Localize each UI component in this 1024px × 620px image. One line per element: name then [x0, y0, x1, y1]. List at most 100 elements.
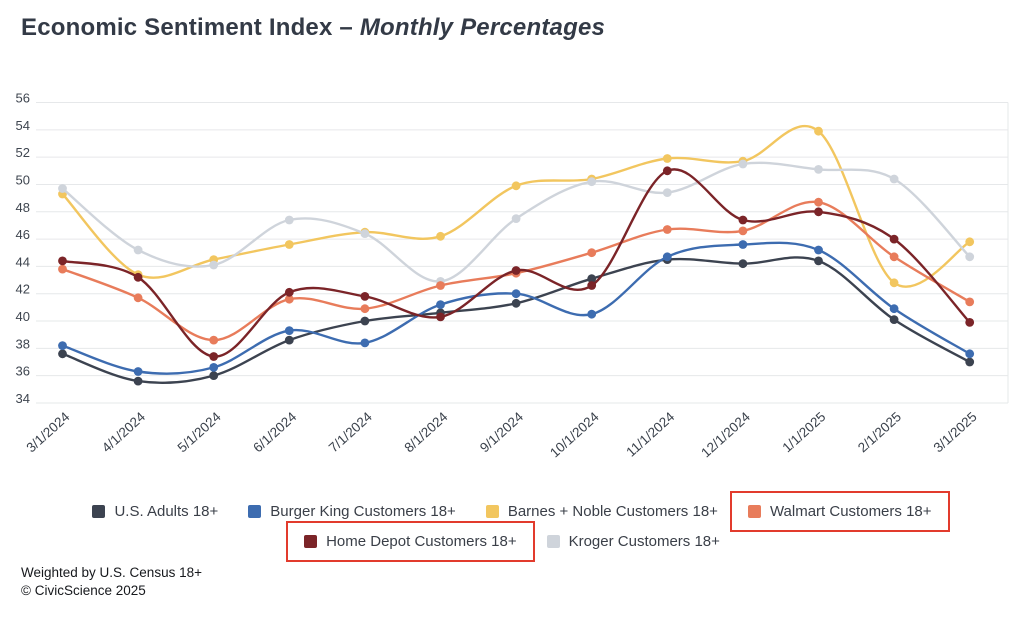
data-point-home-depot-10-1-2024 [587, 281, 597, 290]
data-point-burger-king-4-1-2024 [133, 367, 143, 376]
data-point-kroger-3-1-2024 [58, 184, 67, 193]
data-point-home-depot-7-1-2024 [360, 292, 370, 301]
legend-label: Home Depot Customers 18+ [326, 533, 517, 550]
data-point-burger-king-10-1-2024 [587, 309, 597, 319]
legend-item-barnes-noble: Barnes + Noble Customers 18+ [485, 503, 718, 520]
data-point-kroger-12-1-2024 [738, 159, 748, 169]
data-point-us-adults-3-1-2025 [965, 357, 975, 367]
legend-label: Burger King Customers 18+ [270, 503, 456, 520]
legend-item-home-depot: Home Depot Customers 18+ [286, 521, 535, 562]
y-tick-label: 42 [16, 282, 30, 297]
data-point-walmart-10-1-2024 [587, 248, 597, 258]
legend-item-kroger: Kroger Customers 18+ [546, 533, 720, 550]
x-tick-label: 4/1/2024 [99, 409, 148, 456]
data-point-walmart-1-1-2025 [814, 197, 823, 207]
data-point-us-adults-5-1-2024 [209, 371, 219, 380]
y-tick-label: 52 [16, 145, 30, 160]
legend-swatch-icon [546, 535, 560, 548]
page-title-main: Economic Sentiment Index [21, 14, 333, 41]
series-line-barnes-noble [61, 124, 971, 288]
data-point-home-depot-9-1-2024 [511, 266, 521, 275]
data-point-burger-king-7-1-2024 [360, 338, 370, 348]
y-tick-label: 50 [16, 172, 30, 187]
data-point-burger-king-3-1-2024 [58, 341, 67, 350]
data-point-walmart-4-1-2024 [133, 293, 143, 303]
data-point-home-depot-2-1-2025 [889, 234, 899, 244]
data-point-kroger-7-1-2024 [360, 229, 370, 239]
page-title: Economic Sentiment Index – Monthly Perce… [21, 14, 605, 42]
chart-legend: U.S. Adults 18+ Burger King Customers 18+… [0, 491, 1024, 562]
data-point-burger-king-1-1-2025 [814, 245, 823, 255]
data-point-home-depot-1-1-2025 [814, 207, 823, 217]
data-point-burger-king-11-1-2024 [662, 252, 672, 262]
data-point-barnes-noble-6-1-2024 [284, 240, 294, 249]
footnote-copyright: © CivicScience 2025 [21, 583, 146, 599]
data-point-home-depot-5-1-2024 [209, 352, 219, 361]
y-tick-label: 56 [16, 91, 30, 106]
data-point-us-adults-1-1-2025 [814, 256, 823, 266]
legend-swatch-icon [248, 505, 262, 518]
legend-swatch-icon [747, 505, 761, 518]
data-point-us-adults-7-1-2024 [360, 316, 370, 326]
data-point-burger-king-8-1-2024 [436, 300, 445, 309]
y-tick-label: 54 [16, 118, 30, 133]
x-tick-label: 1/1/2025 [779, 409, 828, 455]
data-point-us-adults-9-1-2024 [511, 298, 521, 308]
data-point-home-depot-8-1-2024 [436, 312, 445, 322]
x-tick-label: 2/1/2025 [855, 409, 904, 455]
data-point-kroger-9-1-2024 [511, 214, 521, 224]
data-point-barnes-noble-3-1-2025 [965, 237, 975, 247]
data-point-burger-king-3-1-2025 [965, 349, 975, 359]
data-point-us-adults-6-1-2024 [284, 335, 294, 345]
legend-row: U.S. Adults 18+ Burger King Customers 18+… [92, 491, 950, 532]
x-tick-label: 5/1/2024 [175, 409, 224, 456]
data-point-walmart-5-1-2024 [209, 335, 219, 345]
data-point-kroger-5-1-2024 [209, 260, 219, 270]
data-point-home-depot-3-1-2024 [58, 256, 67, 266]
data-point-us-adults-2-1-2025 [889, 315, 899, 324]
data-point-home-depot-3-1-2025 [965, 318, 975, 327]
y-tick-label: 48 [16, 200, 30, 215]
data-point-walmart-3-1-2025 [965, 297, 975, 307]
legend-label: U.S. Adults 18+ [114, 503, 219, 520]
legend-item-burger-king: Burger King Customers 18+ [248, 503, 456, 520]
x-tick-label: 9/1/2024 [477, 409, 526, 456]
data-point-home-depot-6-1-2024 [284, 287, 294, 297]
data-point-walmart-11-1-2024 [662, 225, 672, 234]
chart-footnote: Weighted by U.S. Census 18+ © CivicScien… [21, 564, 202, 600]
data-point-barnes-noble-9-1-2024 [511, 181, 521, 191]
footnote-weighting: Weighted by U.S. Census 18+ [21, 565, 202, 580]
data-point-burger-king-2-1-2025 [889, 304, 899, 314]
y-tick-label: 36 [16, 364, 30, 379]
legend-swatch-icon [304, 535, 318, 548]
data-point-barnes-noble-11-1-2024 [662, 154, 672, 163]
data-point-us-adults-12-1-2024 [738, 259, 748, 269]
x-tick-label: 11/1/2024 [623, 409, 677, 460]
data-point-kroger-4-1-2024 [133, 245, 143, 255]
data-point-kroger-3-1-2025 [965, 252, 975, 262]
data-point-burger-king-6-1-2024 [284, 326, 294, 335]
x-tick-label: 3/1/2025 [931, 409, 980, 455]
data-point-kroger-2-1-2025 [889, 174, 899, 184]
x-tick-label: 6/1/2024 [250, 409, 299, 456]
data-point-kroger-10-1-2024 [587, 177, 597, 187]
data-point-home-depot-4-1-2024 [133, 272, 143, 282]
x-tick-label: 8/1/2024 [401, 409, 450, 456]
x-tick-label: 10/1/2024 [547, 409, 602, 461]
data-point-kroger-6-1-2024 [284, 215, 294, 225]
legend-item-us-adults: U.S. Adults 18+ [92, 503, 218, 520]
legend-swatch-icon [485, 505, 499, 518]
data-point-home-depot-11-1-2024 [662, 166, 672, 176]
data-point-walmart-12-1-2024 [738, 226, 748, 236]
page-title-emphasis: Monthly Percentages [359, 14, 606, 41]
legend-row: Home Depot Customers 18+ Kroger Customers… [286, 521, 720, 562]
page-title-dash: – [339, 14, 353, 41]
data-point-barnes-noble-1-1-2025 [814, 126, 823, 136]
y-tick-label: 34 [16, 391, 30, 406]
y-tick-label: 38 [16, 336, 30, 351]
y-tick-label: 44 [16, 254, 30, 269]
legend-label: Walmart Customers 18+ [769, 503, 932, 520]
y-tick-label: 46 [16, 227, 30, 242]
data-point-burger-king-12-1-2024 [738, 240, 748, 249]
